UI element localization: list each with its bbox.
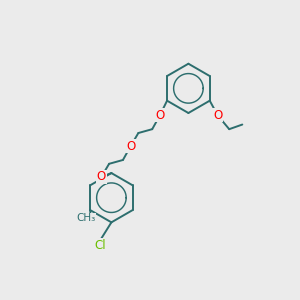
Text: O: O [126, 140, 135, 153]
Text: Cl: Cl [94, 239, 106, 252]
Text: CH₃: CH₃ [76, 214, 96, 224]
Text: O: O [97, 170, 106, 183]
Text: O: O [155, 109, 164, 122]
Text: O: O [213, 109, 222, 122]
